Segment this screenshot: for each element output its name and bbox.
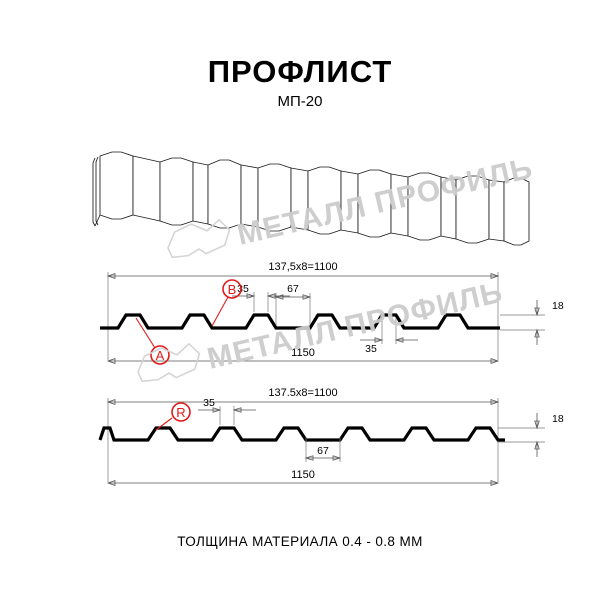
isometric-view	[92, 151, 530, 246]
dim-top-width-section-top: 137,5x8=1100	[106, 261, 500, 279]
dim-35-label-bottom: 35	[203, 397, 215, 409]
profile-path-bottom	[98, 426, 505, 442]
dim-top-width-section-bottom: 137.5x8=1100	[106, 387, 500, 405]
page-title: ПРОФЛИСТ	[208, 54, 393, 89]
dim-67-label: 67	[287, 283, 299, 295]
profile-path-top	[100, 313, 500, 330]
marker-r-label: R	[176, 405, 185, 420]
dim-top-width-label-bottom: 137.5x8=1100	[268, 387, 337, 399]
dim-top-width-label: 137,5x8=1100	[268, 261, 337, 273]
dim-bottom-width-section-top: 1150	[106, 347, 500, 364]
footer-note: ТОЛЩИНА МАТЕРИАЛА 0.4 - 0.8 ММ	[177, 534, 423, 549]
dim-35-lower-label: 35	[365, 343, 377, 355]
dim-bottom-width-label-bottom: 1150	[291, 469, 315, 481]
dim-height-section-top: 18	[500, 300, 564, 345]
dim-35-upper-label: 35	[237, 283, 249, 295]
marker-b: В	[211, 279, 242, 327]
dim-67-section-bottom: 67	[304, 437, 342, 462]
marker-a-label: А	[156, 348, 165, 363]
dim-bottom-width-section-bottom: 1150	[106, 469, 500, 486]
dim-35-section-bottom: 35	[198, 397, 256, 425]
dim-67-label-bottom: 67	[317, 445, 329, 457]
section-bottom: 137.5x8=1100 35 67	[98, 387, 564, 486]
dim-bottom-width-label: 1150	[291, 347, 315, 359]
dim-height-label: 18	[552, 300, 564, 312]
dim-35-upper-section-top: 35	[232, 283, 290, 312]
dim-height-section-bottom: 18	[498, 413, 564, 457]
page-subtitle: МП-20	[278, 93, 323, 110]
marker-a: А	[135, 317, 170, 365]
section-top: 137,5x8=1100 35 67	[100, 261, 564, 365]
marker-b-label: В	[228, 282, 237, 297]
dim-67-section-top: 67	[274, 283, 312, 325]
dim-35-lower-section-top: 35	[360, 318, 418, 355]
dim-height-label-bottom: 18	[552, 413, 564, 425]
marker-r: R	[155, 402, 191, 431]
